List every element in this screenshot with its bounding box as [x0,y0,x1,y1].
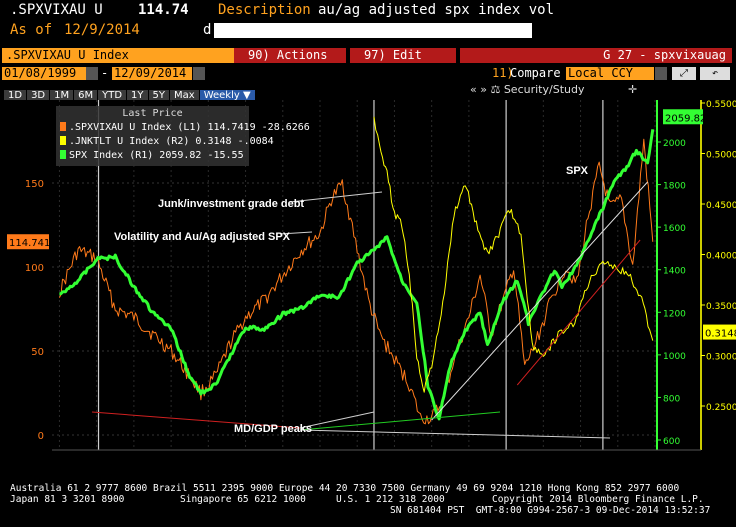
crosshair-icon[interactable]: ✛ [627,83,638,96]
compare-label[interactable]: Compare [510,66,561,80]
edit-button[interactable]: 97) Edit [350,48,456,63]
r2-tick-label: 0.5500 [706,100,736,110]
annotation: Volatility and Au/Ag adjusted SPX [114,231,291,243]
r2-tick-label: 0.5000 [706,151,736,161]
footer-line3: SN 681404 PST GMT-8:00 G994-2567-3 09-De… [390,505,711,516]
legend-swatch [60,136,66,145]
left-current-value: 114.7419 [9,238,57,249]
range-row: 01/08/1999 - 12/09/2014 11) Compare Loca… [0,66,736,82]
tf-max[interactable]: Max [170,90,199,102]
axes-layer: 1501005001999200020012002200320042005200… [7,100,736,451]
left-tick-label: 50 [31,347,44,358]
description-field[interactable] [214,23,532,38]
nav-right-icon[interactable]: » [480,83,487,96]
annotation-layer: SPX Junk/investment grade debt Volatility … [91,165,648,439]
peak-line-green [299,411,501,431]
back-arrow-icon[interactable]: ↶ [700,67,730,80]
r1-tick-label: 600 [663,437,680,447]
d-label: d [203,22,212,38]
annotation: SPX [566,165,589,177]
vol-arrow-line [279,231,313,235]
asof-label: As of [10,22,53,38]
nav-tools: « » ⚖ Security/Study ✛ [470,83,637,96]
r1-current-value: 2059.82 [665,113,706,124]
r2-tick-label: 0.3000 [706,353,736,363]
compare-number: 11) [492,66,514,80]
legend-item-l1[interactable]: .SPXVIXAU U Index (L1) 114.7419 -28.6266 [60,122,310,136]
r2-current-value: 0.3148 [705,329,736,340]
series-line-r2 [373,116,654,393]
annotation: Junk/investment grade debt [158,198,304,210]
footer-line1: Australia 61 2 9777 8600 Brazil 5511 239… [10,483,680,494]
legend: Last Price .SPXVIXAU U Index (L1) 114.74… [56,106,310,166]
tf-5y[interactable]: 5Y [148,90,170,102]
trend-line-red [516,239,641,386]
start-date-input[interactable]: 01/08/1999 [2,67,86,80]
r1-tick-label: 2000 [663,139,686,149]
asof-date[interactable]: 12/9/2014 [64,22,140,38]
tf-3d[interactable]: 3D [27,90,50,102]
peak-line-to-2007 [299,411,375,429]
legend-swatch [60,122,66,131]
r2-tick-label: 0.3500 [706,302,736,312]
frequency-select[interactable]: Weekly ▼ [199,90,255,102]
series-line-left [58,138,654,425]
footer-line2b: Singapore 65 6212 1000 [180,494,306,505]
left-tick-label: 100 [25,263,44,274]
footer-line2c: U.S. 1 212 318 2000 [336,494,445,505]
asof-row: As of 12/9/2014 d [0,22,736,40]
nav-left-icon[interactable]: « [470,83,477,96]
r2-tick-label: 0.4500 [706,201,736,211]
expand-icon[interactable]: ⤢ [672,67,696,80]
legend-item-r2[interactable]: .JNKTLT U Index (R2) 0.3148 -.0084 [60,136,274,150]
end-date-input[interactable]: 12/09/2014 [112,67,192,80]
page-id: G 27 - spxvixauag [460,48,732,63]
r2-tick-label: 0.2500 [706,403,736,413]
left-current-value-bg [7,234,49,250]
dropdown-icon[interactable] [655,67,667,80]
timeframe-row: 1D 3D 1M 6M YTD 1Y 5Y Max Weekly ▼ « » ⚖ Securit… [0,82,736,102]
currency-select[interactable]: Local CCY [566,67,654,80]
actions-button[interactable]: 90) Actions [234,48,346,63]
legend-item-r1[interactable]: SPX Index (R1) 2059.82 -15.55 [60,150,245,164]
r1-current-value-bg [663,109,703,125]
calendar-icon[interactable] [86,67,98,80]
series-layer [58,116,655,425]
calendar-icon-2[interactable] [193,67,205,80]
r2-tick-label: 0.4000 [706,252,736,262]
tf-6m[interactable]: 6M [74,90,98,102]
junk-arrow-line [289,191,383,203]
legend-swatch [60,150,66,159]
series-line-r1 [59,129,655,421]
toolbar: .SPXVIXAU U Index 90) Actions 97) Edit G… [0,46,736,64]
legend-heading: Last Price [122,108,183,119]
trend-line-spx [431,181,648,421]
range-dash: - [101,66,109,80]
peak-line-gray [299,429,611,439]
r1-tick-label: 1000 [663,352,686,362]
r2-current-value-bg [703,324,736,340]
description-value[interactable]: au/ag adjusted spx index vol [318,2,555,18]
tf-1y[interactable]: 1Y [127,90,148,102]
index-label[interactable]: .SPXVIXAU U Index [2,48,234,63]
r1-tick-label: 800 [663,394,680,404]
footer-line2d: Copyright 2014 Bloomberg Finance L.P. [492,494,704,505]
description-label: Description [218,2,311,18]
header-row: .SPXVIXAU U 114.74 Description au/ag adj… [0,2,736,20]
r1-tick-label: 1800 [663,182,686,192]
r1-tick-label: 1600 [663,224,686,234]
tf-ytd[interactable]: YTD [98,90,127,102]
left-tick-label: 150 [25,179,44,190]
ticker[interactable]: .SPXVIXAU U [10,2,103,18]
r1-tick-label: 1200 [663,309,686,319]
peak-line-red [91,411,301,429]
footer-line2a: Japan 81 3 3201 8900 [10,494,125,505]
tf-1d[interactable]: 1D [4,90,27,102]
r1-tick-label: 1400 [663,267,686,277]
security-study-button[interactable]: ⚖ Security/Study [490,83,585,96]
left-tick-label: 0 [38,431,44,442]
tf-1m[interactable]: 1M [50,90,74,102]
annotation: MD/GDP peaks [234,423,312,435]
last-price: 114.74 [138,2,189,18]
